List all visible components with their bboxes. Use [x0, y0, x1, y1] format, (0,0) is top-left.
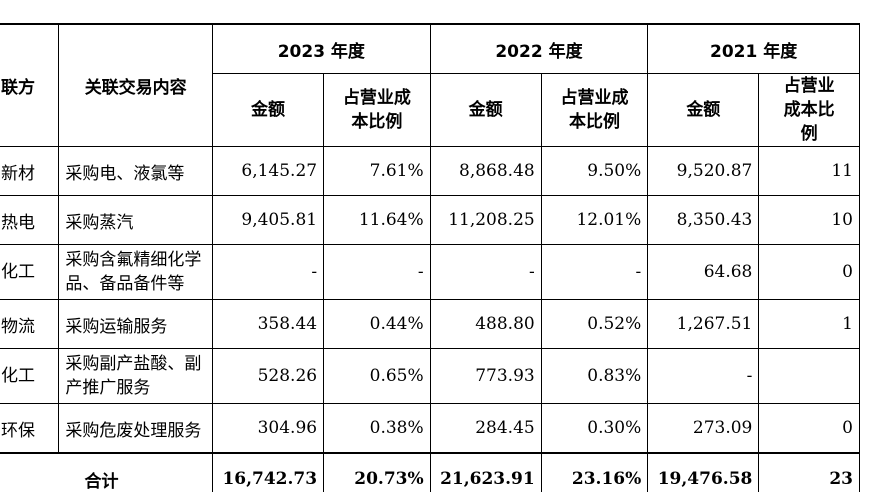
ratio-2021-cell: 1 — [758, 299, 860, 349]
table-row: 物流 采购运输服务 358.44 0.44% 488.80 0.52% 1,26… — [0, 299, 860, 349]
amount-2022-cell: 284.45 — [429, 403, 542, 454]
header-ratio-2021: 占营业成本比例 — [758, 73, 860, 147]
content-cell: 采购危废处理服务 — [58, 403, 213, 454]
ratio-2022-cell: - — [540, 244, 649, 300]
table-row: 环保 采购危废处理服务 304.96 0.38% 284.45 0.30% 27… — [0, 403, 860, 454]
amount-2022-cell: 11,208.25 — [429, 195, 542, 245]
table-row: 化工 采购含氟精细化学品、备品备件等 - - - - 64.68 0 — [0, 244, 860, 300]
table-row: 新材 采购电、液氯等 6,145.27 7.61% 8,868.48 9.50%… — [0, 146, 860, 196]
amount-2021-cell: 1,267.51 — [647, 299, 760, 349]
total-ratio-2021: 23 — [758, 452, 860, 492]
amount-2021-cell: 64.68 — [647, 244, 760, 300]
header-amount-2023: 金额 — [211, 73, 325, 147]
ratio-2023-cell: 0.65% — [323, 348, 431, 404]
amount-2022-cell: 8,868.48 — [429, 146, 542, 196]
header-party: 联方 — [0, 23, 60, 147]
related-transactions-table: 联方 关联交易内容 2023 年度 2022 年度 2021 年度 金额 占营业… — [0, 23, 860, 492]
total-label: 合计 — [0, 452, 213, 492]
table-row: 化工 采购副产盐酸、副产推广服务 528.26 0.65% 773.93 0.8… — [0, 348, 860, 404]
ratio-2023-cell: 11.64% — [323, 195, 431, 245]
ratio-2023-cell: 0.44% — [323, 299, 431, 349]
header-ratio-2022: 占营业成本比例 — [540, 73, 649, 147]
content-cell: 采购副产盐酸、副产推广服务 — [58, 348, 213, 404]
ratio-2023-cell: 0.38% — [323, 403, 431, 454]
header-year-2023: 2023 年度 — [212, 23, 431, 74]
header-ratio-2023: 占营业成本比例 — [323, 73, 431, 147]
amount-2023-cell: 9,405.81 — [211, 195, 325, 245]
party-cell: 化工 — [0, 244, 60, 300]
party-cell: 新材 — [0, 146, 60, 196]
amount-2023-cell: 304.96 — [211, 403, 325, 454]
ratio-2021-cell: 0 — [758, 244, 860, 300]
ratio-2021-cell — [758, 348, 860, 404]
amount-2021-cell: 9,520.87 — [647, 146, 760, 196]
party-cell: 物流 — [0, 299, 60, 349]
content-cell: 采购蒸汽 — [58, 195, 213, 245]
amount-2023-cell: 528.26 — [211, 348, 325, 404]
content-cell: 采购运输服务 — [58, 299, 213, 349]
amount-2021-cell: 8,350.43 — [647, 195, 760, 245]
ratio-2023-cell: 7.61% — [323, 146, 431, 196]
ratio-2022-cell: 0.30% — [540, 403, 649, 454]
total-ratio-2022: 23.16% — [540, 452, 649, 492]
total-amount-2023: 16,742.73 — [211, 452, 325, 492]
amount-2022-cell: 773.93 — [429, 348, 542, 404]
header-year-2022: 2022 年度 — [429, 23, 649, 74]
header-amount-2021: 金额 — [647, 73, 760, 147]
total-amount-2022: 21,623.91 — [429, 452, 542, 492]
total-row: 合计 16,742.73 20.73% 21,623.91 23.16% 19,… — [0, 452, 860, 492]
ratio-2023-cell: - — [323, 244, 431, 300]
party-cell: 热电 — [0, 195, 60, 245]
header-content: 关联交易内容 — [58, 23, 213, 147]
header-year-2021: 2021 年度 — [647, 23, 860, 74]
content-cell: 采购含氟精细化学品、备品备件等 — [58, 244, 213, 300]
ratio-2022-cell: 0.52% — [540, 299, 649, 349]
amount-2022-cell: 488.80 — [429, 299, 542, 349]
ratio-2021-cell: 0 — [758, 403, 860, 454]
amount-2022-cell: - — [429, 244, 542, 300]
total-amount-2021: 19,476.58 — [647, 452, 760, 492]
header-row-metrics: 金额 占营业成本比例 金额 占营业成本比例 金额 占营业成本比例 — [0, 73, 860, 147]
party-cell: 化工 — [0, 348, 60, 404]
header-row-years: 联方 关联交易内容 2023 年度 2022 年度 2021 年度 — [0, 23, 860, 147]
ratio-2022-cell: 9.50% — [540, 146, 649, 196]
amount-2023-cell: 6,145.27 — [211, 146, 325, 196]
amount-2021-cell: - — [647, 348, 760, 404]
table-row: 热电 采购蒸汽 9,405.81 11.64% 11,208.25 12.01%… — [0, 195, 860, 245]
ratio-2022-cell: 12.01% — [540, 195, 649, 245]
total-ratio-2023: 20.73% — [323, 452, 431, 492]
amount-2023-cell: 358.44 — [211, 299, 325, 349]
party-cell: 环保 — [0, 403, 60, 454]
header-amount-2022: 金额 — [429, 73, 542, 147]
ratio-2021-cell: 11 — [758, 146, 860, 196]
content-cell: 采购电、液氯等 — [58, 146, 213, 196]
ratio-2022-cell: 0.83% — [540, 348, 649, 404]
amount-2023-cell: - — [211, 244, 325, 300]
amount-2021-cell: 273.09 — [647, 403, 760, 454]
ratio-2021-cell: 10 — [758, 195, 860, 245]
